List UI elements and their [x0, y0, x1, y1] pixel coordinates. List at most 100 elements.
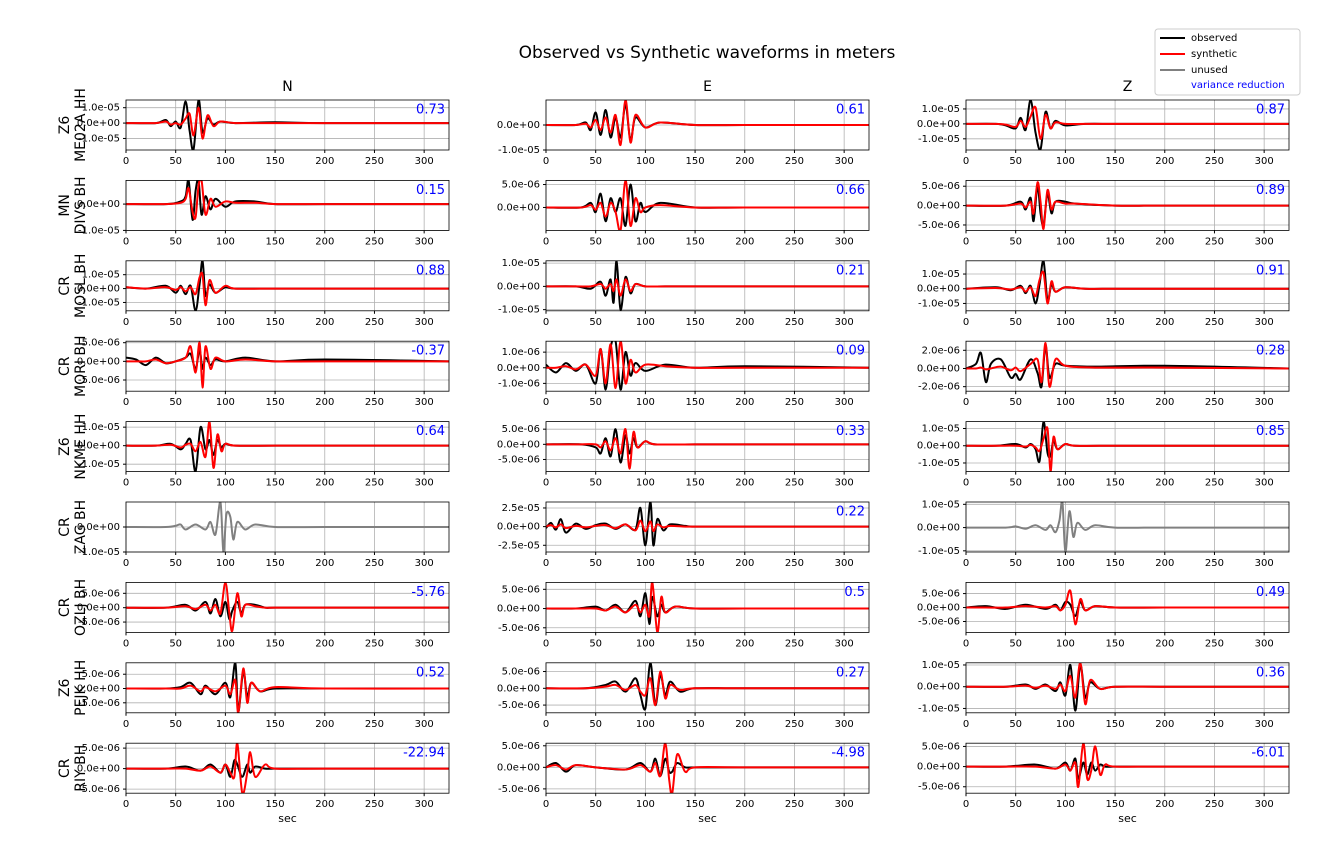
y-tick-label: 0.0e+00: [77, 441, 120, 452]
axes-frame: [545, 260, 870, 312]
x-tick-label: 0: [123, 397, 129, 408]
waveform: [546, 670, 869, 707]
waveform: [966, 181, 1289, 230]
x-tick-label: 50: [1009, 397, 1022, 408]
x-tick-label: 150: [266, 478, 285, 489]
x-tick-label: 150: [686, 719, 705, 730]
x-tick-label: 150: [686, 558, 705, 569]
axes-frame: [965, 99, 1290, 151]
x-tick-label: 300: [415, 719, 434, 730]
variance-reduction: 0.85: [1256, 424, 1285, 439]
x-tick-label: 150: [686, 236, 705, 247]
waveform: [966, 502, 1289, 552]
x-tick-label: 200: [315, 719, 334, 730]
x-tick-label: 300: [1255, 156, 1274, 167]
axes-frame: [125, 582, 450, 633]
x-tick-label: 150: [1106, 236, 1125, 247]
y-tick-label: -5.0e-06: [498, 700, 540, 711]
x-tick-label: 50: [169, 719, 182, 730]
column-title: E: [703, 79, 712, 95]
x-tick-label: 150: [266, 638, 285, 649]
y-tick-label: 1.0e-05: [922, 269, 960, 280]
x-tick-label: 50: [1009, 236, 1022, 247]
x-tick-label: 150: [1106, 397, 1125, 408]
x-tick-label: 100: [1056, 397, 1075, 408]
x-tick-label: 0: [963, 478, 969, 489]
waveform: [966, 270, 1289, 305]
x-tick-label: 200: [1155, 397, 1174, 408]
x-tick-label: 300: [415, 799, 434, 810]
waveform: [126, 425, 449, 472]
x-tick-label: 200: [1155, 799, 1174, 810]
y-tick-label: 5.0e-06: [82, 743, 120, 754]
y-tick-label: -1.0e-05: [918, 134, 960, 145]
y-tick-label: 1.0e-06: [502, 347, 540, 358]
x-tick-label: 150: [1106, 638, 1125, 649]
waveform: [966, 757, 1289, 780]
x-tick-label: 0: [543, 638, 549, 649]
y-tick-label: 5.0e-06: [82, 669, 120, 680]
y-tick-label: 5.0e-06: [502, 180, 540, 191]
waveform: [546, 180, 869, 231]
x-tick-label: 0: [963, 397, 969, 408]
x-tick-label: 250: [785, 638, 804, 649]
y-tick-label: -1.0e-05: [918, 298, 960, 309]
x-tick-label: 150: [1106, 156, 1125, 167]
x-tick-label: 200: [1155, 558, 1174, 569]
x-tick-label: 250: [1205, 397, 1224, 408]
x-tick-label: 150: [266, 397, 285, 408]
y-tick-label: -1.0e-05: [918, 703, 960, 714]
y-tick-label: 0.0e+00: [917, 284, 960, 295]
x-tick-label: 0: [123, 799, 129, 810]
x-tick-label: 250: [365, 156, 384, 167]
legend-note: variance reduction: [1191, 80, 1285, 91]
variance-reduction: 0.66: [836, 183, 865, 198]
x-tick-label: 100: [216, 397, 235, 408]
axes-frame: [965, 179, 1290, 231]
y-axis-label: MORI BH: [73, 335, 89, 397]
axes-frame: [545, 662, 870, 714]
axes-frame: [545, 742, 870, 794]
waveform: [546, 662, 869, 711]
x-axis-label: sec: [278, 812, 297, 825]
y-tick-label: -5.0e-06: [918, 617, 960, 628]
x-tick-label: 300: [1255, 558, 1274, 569]
y-axis-label: CR: [57, 517, 73, 537]
y-axis-label: NKME HH: [73, 414, 89, 480]
y-axis-label: OZLJ BH: [73, 579, 89, 636]
y-tick-label: -5.0e-06: [498, 623, 540, 634]
x-tick-label: 250: [365, 397, 384, 408]
x-tick-label: 300: [1255, 236, 1274, 247]
waveform: [966, 743, 1289, 788]
x-tick-label: 100: [1056, 719, 1075, 730]
x-tick-label: 250: [365, 638, 384, 649]
x-tick-label: 200: [735, 558, 754, 569]
x-tick-label: 100: [636, 397, 655, 408]
waveform: [546, 519, 869, 533]
axes-frame: [965, 742, 1290, 794]
x-tick-label: 300: [835, 236, 854, 247]
y-tick-label: -5.0e-06: [78, 784, 120, 795]
x-tick-label: 200: [1155, 317, 1174, 328]
x-tick-label: 250: [785, 478, 804, 489]
waveform: [966, 260, 1289, 305]
axes-frame: [545, 501, 870, 553]
x-tick-label: 300: [835, 558, 854, 569]
axes-frame: [545, 582, 870, 633]
legend-label: unused: [1191, 65, 1228, 76]
x-tick-label: 200: [315, 397, 334, 408]
waveform: [126, 180, 449, 221]
y-tick-label: 5.0e-06: [922, 741, 960, 752]
y-tick-label: 0.0e+00: [497, 281, 540, 292]
x-tick-label: 150: [686, 317, 705, 328]
x-tick-label: 250: [1205, 558, 1224, 569]
x-tick-label: 200: [735, 236, 754, 247]
y-tick-label: -5.0e-06: [918, 220, 960, 231]
y-tick-label: -1.0e-05: [498, 305, 540, 316]
y-tick-label: 0.0e+00: [77, 603, 120, 614]
variance-reduction: -6.01: [1251, 746, 1285, 761]
x-tick-label: 50: [589, 719, 602, 730]
axes-frame: [965, 662, 1290, 714]
y-tick-label: 0.0e+00: [77, 118, 120, 129]
x-tick-label: 50: [589, 558, 602, 569]
